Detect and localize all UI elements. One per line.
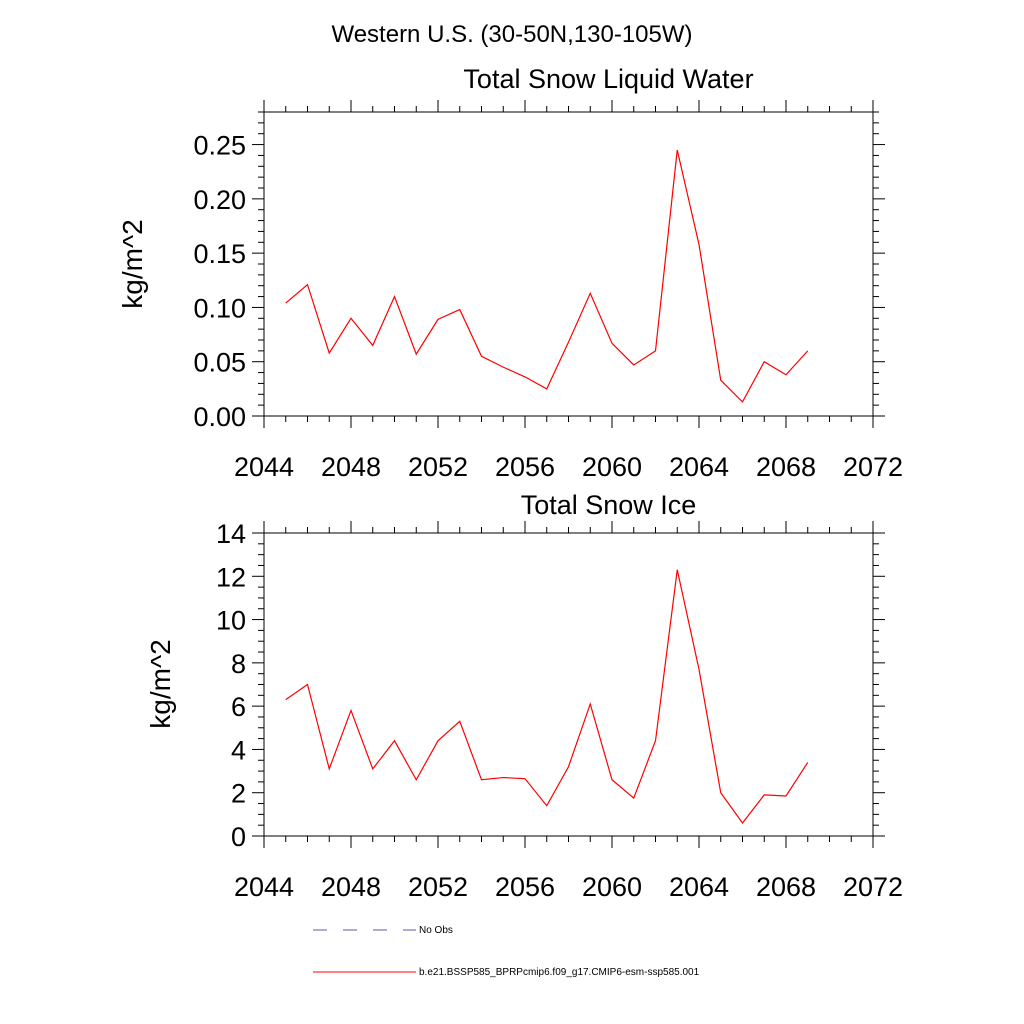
data-point bbox=[611, 343, 612, 344]
data-point bbox=[416, 354, 417, 355]
data-point bbox=[459, 721, 460, 722]
y-tick-label: 4 bbox=[231, 735, 246, 765]
data-point bbox=[524, 376, 525, 377]
data-point bbox=[590, 703, 591, 704]
data-point bbox=[677, 569, 678, 570]
plot-frame bbox=[263, 111, 874, 417]
data-point bbox=[590, 293, 591, 294]
data-point bbox=[437, 740, 438, 741]
data-point bbox=[785, 795, 786, 796]
data-point bbox=[524, 778, 525, 779]
x-tick-label: 2068 bbox=[756, 872, 816, 902]
y-tick-label: 0.10 bbox=[193, 293, 246, 323]
x-tick-label: 2064 bbox=[669, 452, 729, 482]
x-tick-label: 2072 bbox=[843, 452, 903, 482]
data-point bbox=[416, 779, 417, 780]
y-tick-label: 0.25 bbox=[193, 131, 246, 161]
x-tick-label: 2044 bbox=[234, 872, 294, 902]
x-tick-label: 2060 bbox=[582, 452, 642, 482]
x-tick-label: 2052 bbox=[408, 872, 468, 902]
data-point bbox=[611, 779, 612, 780]
y-tick-label: 14 bbox=[216, 519, 246, 549]
data-point bbox=[481, 356, 482, 357]
data-point bbox=[307, 284, 308, 285]
chart-title: Total Snow Ice bbox=[521, 490, 697, 520]
data-point bbox=[546, 805, 547, 806]
y-tick-label: 0.00 bbox=[193, 402, 246, 432]
data-point bbox=[720, 792, 721, 793]
data-point bbox=[350, 318, 351, 319]
data-point bbox=[350, 710, 351, 711]
plot-frame bbox=[263, 532, 874, 837]
x-tick-label: 2064 bbox=[669, 872, 729, 902]
data-point bbox=[764, 361, 765, 362]
data-point bbox=[633, 364, 634, 365]
data-point bbox=[285, 699, 286, 700]
y-tick-label: 0.05 bbox=[193, 348, 246, 378]
data-point bbox=[655, 350, 656, 351]
data-point bbox=[329, 352, 330, 353]
legend-label-no-obs: No Obs bbox=[419, 925, 453, 936]
series-line bbox=[285, 569, 809, 825]
y-tick-label: 0.15 bbox=[193, 239, 246, 269]
data-point bbox=[698, 244, 699, 245]
data-point bbox=[633, 798, 634, 799]
y-axis-label: kg/m^2 bbox=[117, 219, 148, 308]
data-point bbox=[459, 309, 460, 310]
data-point bbox=[742, 401, 743, 402]
x-tick-label: 2052 bbox=[408, 452, 468, 482]
legend: No Obs b.e21.BSSP585_BPRPcmip6.f09_g17.C… bbox=[313, 925, 700, 978]
data-point bbox=[372, 345, 373, 346]
y-tick-label: 6 bbox=[231, 692, 246, 722]
data-point bbox=[677, 149, 678, 150]
x-tick-label: 2048 bbox=[321, 452, 381, 482]
data-point bbox=[503, 367, 504, 368]
figure-suptitle: Western U.S. (30-50N,130-105W) bbox=[331, 21, 692, 48]
data-point bbox=[394, 740, 395, 741]
data-point bbox=[503, 777, 504, 778]
data-point bbox=[285, 302, 286, 303]
data-point bbox=[546, 388, 547, 389]
x-tick-label: 2072 bbox=[843, 872, 903, 902]
data-point bbox=[568, 342, 569, 343]
y-axis-label: kg/m^2 bbox=[145, 639, 176, 728]
data-point bbox=[481, 779, 482, 780]
x-tick-label: 2060 bbox=[582, 872, 642, 902]
data-point bbox=[742, 822, 743, 823]
data-point bbox=[764, 794, 765, 795]
data-point bbox=[307, 684, 308, 685]
x-tick-label: 2056 bbox=[495, 452, 555, 482]
data-point bbox=[807, 762, 808, 763]
y-tick-label: 0.20 bbox=[193, 185, 246, 215]
data-point bbox=[329, 768, 330, 769]
panel-snow-liquid-water: Total Snow Liquid Water kg/m^2 2044 2048 205… bbox=[117, 64, 903, 482]
y-tick-label: 0 bbox=[231, 822, 246, 852]
data-point bbox=[807, 350, 808, 351]
data-point bbox=[437, 319, 438, 320]
data-point bbox=[568, 766, 569, 767]
data-point bbox=[698, 669, 699, 670]
chart-title: Total Snow Liquid Water bbox=[463, 64, 753, 94]
x-tick-label: 2056 bbox=[495, 872, 555, 902]
y-tick-label: 12 bbox=[216, 562, 246, 592]
x-tick-label: 2048 bbox=[321, 872, 381, 902]
data-point bbox=[372, 768, 373, 769]
x-tick-label: 2044 bbox=[234, 452, 294, 482]
series-line bbox=[285, 149, 809, 403]
y-tick-label: 10 bbox=[216, 606, 246, 636]
data-point bbox=[720, 380, 721, 381]
y-tick-label: 8 bbox=[231, 649, 246, 679]
data-point bbox=[655, 740, 656, 741]
data-point bbox=[394, 296, 395, 297]
x-tick-label: 2068 bbox=[756, 452, 816, 482]
legend-label-model-run: b.e21.BSSP585_BPRPcmip6.f09_g17.CMIP6-es… bbox=[419, 967, 700, 978]
data-point bbox=[785, 374, 786, 375]
y-tick-label: 2 bbox=[231, 779, 246, 809]
